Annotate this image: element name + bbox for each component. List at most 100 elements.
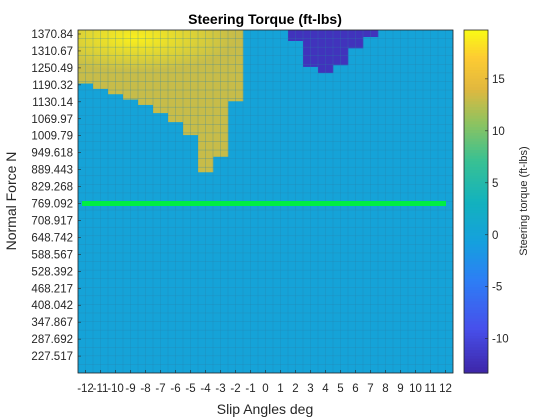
colorbar-segment <box>464 50 488 54</box>
colorbar-segment <box>464 155 488 160</box>
colorbar-tick-label: 10 <box>492 126 505 138</box>
colorbar-segment <box>464 92 488 97</box>
x-tick-label: 8 <box>382 383 388 395</box>
colorbar-segment <box>464 72 488 77</box>
colorbar-segment <box>464 98 488 103</box>
x-tick-label: -1 <box>245 383 255 395</box>
colorbar-segment <box>464 64 488 68</box>
x-axis-label: Slip Angles deg <box>217 401 314 417</box>
colorbar-segment <box>464 210 488 214</box>
x-tick-label: -8 <box>140 383 150 395</box>
y-tick-label: 889.443 <box>31 165 73 177</box>
colorbar-segment <box>464 264 488 268</box>
x-tick-label: 5 <box>337 383 343 395</box>
colorbar-gradient <box>464 30 488 374</box>
colorbar-segment <box>464 341 488 346</box>
colorbar-segment <box>464 241 488 245</box>
colorbar-segment <box>464 52 488 57</box>
x-tick-label: -12 <box>77 383 94 395</box>
x-tick-label: -10 <box>107 383 124 395</box>
colorbar-segment <box>464 232 488 237</box>
colorbar-segment <box>464 370 488 374</box>
colorbar-segment <box>464 278 488 283</box>
x-tick-label: 0 <box>262 383 268 395</box>
colorbar-segment <box>464 81 488 85</box>
colorbar-segment <box>464 132 488 137</box>
y-tick-label: 1250.49 <box>31 63 73 75</box>
colorbar-segment <box>464 284 488 288</box>
y-tick-label: 287.692 <box>31 334 73 346</box>
colorbar-segment <box>464 298 488 303</box>
x-tick-label: -4 <box>200 383 211 395</box>
colorbar-segment <box>464 355 488 360</box>
y-tick-label: 949.618 <box>31 148 73 160</box>
colorbar-ticks: 15 10 5 0 -5 -10 <box>485 74 509 346</box>
colorbar-segment <box>464 118 488 123</box>
colorbar-segment <box>464 235 488 240</box>
colorbar-segment <box>464 84 488 88</box>
x-tick-label: -2 <box>230 383 240 395</box>
y-tick-label: 347.867 <box>31 317 73 329</box>
colorbar-segment <box>464 204 488 208</box>
colorbar-tick-label: 15 <box>492 74 505 86</box>
plot-area <box>77 29 454 374</box>
colorbar-segment <box>464 110 488 114</box>
colorbar-segment <box>464 252 488 257</box>
colorbar-tick-label: 5 <box>492 178 498 190</box>
colorbar-segment <box>464 70 488 74</box>
colorbar-segment <box>464 287 488 291</box>
colorbar-segment <box>464 344 488 348</box>
colorbar-border <box>463 29 489 374</box>
colorbar-segment <box>464 212 488 217</box>
colorbar-segment <box>464 304 488 308</box>
y-tick-label: 468.217 <box>31 283 73 295</box>
colorbar-segment <box>464 324 488 328</box>
colorbar-segment <box>464 127 488 131</box>
colorbar-segment <box>464 218 488 223</box>
colorbar-segment <box>464 315 488 320</box>
x-tick-label: 3 <box>307 383 313 395</box>
colorbar-segment <box>464 270 488 274</box>
colorbar-segment <box>464 238 488 243</box>
colorbar-segment <box>464 318 488 323</box>
colorbar-segment <box>464 95 488 100</box>
colorbar-segment <box>464 41 488 45</box>
colorbar-segment <box>464 350 488 354</box>
colorbar-segment <box>464 335 488 340</box>
x-tick-label: 12 <box>439 383 452 395</box>
colorbar-segment <box>464 170 488 174</box>
colorbar-segment <box>464 175 488 180</box>
colorbar-segment <box>464 267 488 271</box>
x-tick-label: 1 <box>277 383 283 395</box>
colorbar-segment <box>464 90 488 94</box>
colorbar-segment <box>464 352 488 357</box>
colorbar-segment <box>464 147 488 151</box>
colorbar-segment <box>464 101 488 105</box>
colorbar-segment <box>464 130 488 134</box>
x-tick-label: 11 <box>425 383 437 395</box>
colorbar-segment <box>464 138 488 143</box>
colorbar-segment <box>464 32 488 37</box>
y-tick-label: 829.268 <box>31 182 73 194</box>
colorbar-segment <box>464 330 488 334</box>
colorbar-segment <box>464 124 488 128</box>
colorbar-segment <box>464 161 488 165</box>
colorbar-segment <box>464 38 488 43</box>
y-tick-label: 769.092 <box>31 199 73 211</box>
colorbar-segment <box>464 181 488 185</box>
x-tick-label: 2 <box>292 383 298 395</box>
y-tick-label: 708.917 <box>31 215 73 227</box>
colorbar-segment <box>464 192 488 197</box>
colorbar-segment <box>464 75 488 80</box>
y-tick-label: 1130.14 <box>32 97 73 109</box>
colorbar-segment <box>464 35 488 40</box>
colorbar-segment <box>464 61 488 65</box>
x-tick-label: 4 <box>322 383 329 395</box>
colorbar-tick-label: -5 <box>492 282 502 294</box>
y-tick-label: 528.392 <box>31 266 73 278</box>
colorbar-segment <box>464 338 488 343</box>
colorbar-tick-label: -10 <box>492 334 509 346</box>
colorbar-segment <box>464 190 488 194</box>
colorbar-segment <box>464 47 488 51</box>
colorbar-segment <box>464 215 488 220</box>
